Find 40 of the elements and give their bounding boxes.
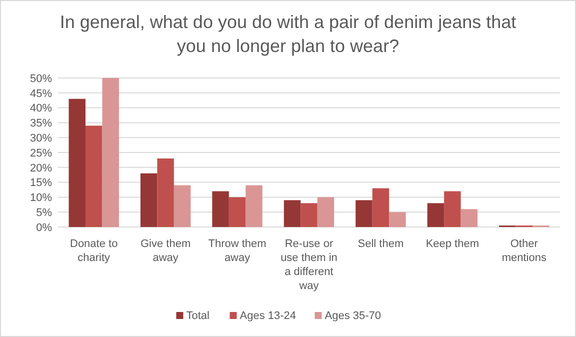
bar (157, 158, 174, 227)
bar (372, 188, 390, 227)
y-tick-label: 25% (30, 147, 52, 160)
y-tick-label: 30% (30, 132, 52, 144)
bar (85, 126, 102, 227)
x-tick-label: Throw them away (208, 238, 266, 264)
bar (140, 173, 158, 227)
legend-label: Ages 35-70 (324, 310, 382, 322)
chart-title: In general, what do you do with a pair of denim jeans that you no longer plan to wear? (60, 12, 516, 56)
bar (356, 200, 372, 227)
bar (460, 209, 478, 227)
bar (102, 78, 119, 227)
bar (228, 197, 246, 227)
x-tick-label: Other mentions (502, 238, 547, 264)
y-tick-label: 5% (36, 206, 52, 219)
bar (444, 191, 461, 227)
x-tick-label: Donate to charity (70, 238, 118, 264)
x-tick-label: Re-use or use them in a different way (280, 238, 338, 292)
x-tick-label: Give them away (140, 238, 191, 264)
x-tick-label: Sell them (358, 238, 404, 250)
bar (300, 203, 318, 227)
bar (317, 197, 334, 227)
legend-label: Ages 13-24 (240, 310, 296, 322)
legend-label: Total (186, 310, 210, 322)
bar (284, 200, 301, 227)
y-tick-label: 20% (30, 162, 52, 174)
y-tick-label: 50% (30, 72, 52, 85)
x-tick-label: Keep them (426, 238, 480, 250)
bar (246, 185, 262, 227)
bar (68, 98, 86, 227)
y-tick-label: 35% (30, 118, 52, 130)
y-tick-label: 0% (36, 222, 52, 234)
bar (174, 185, 191, 227)
y-tick-label: 45% (30, 88, 52, 100)
bar (389, 212, 406, 227)
y-tick-label: 40% (30, 102, 52, 115)
y-tick-label: 15% (30, 177, 52, 190)
bar (212, 191, 229, 227)
y-tick-label: 10% (30, 192, 52, 204)
bar (427, 203, 444, 227)
